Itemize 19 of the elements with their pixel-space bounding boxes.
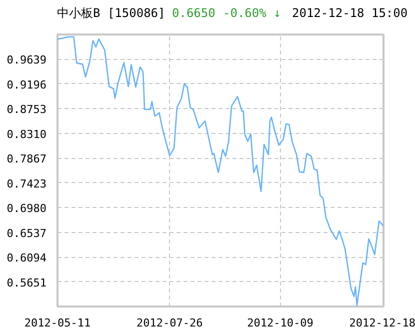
y-tick-label: 0.5651 — [6, 276, 47, 290]
y-tick-label: 0.8310 — [6, 128, 47, 141]
chart-title: 中小板B [150086] — [57, 5, 166, 22]
x-tick-label: 2012-05-11 — [24, 316, 91, 330]
y-tick-label: 0.6537 — [6, 226, 47, 240]
x-tick-label: 2012-10-09 — [247, 316, 314, 330]
text: -0.60% ↓ — [223, 5, 281, 22]
y-tick-label: 0.6980 — [6, 202, 47, 216]
x-tick-label: 2012-12-18 — [349, 316, 415, 330]
y-tick-label: 0.6094 — [6, 252, 47, 265]
y-tick-label: 0.9196 — [6, 78, 47, 92]
text: 0.6650 — [172, 5, 216, 22]
y-tick-label: 0.7423 — [6, 177, 47, 190]
x-tick-label: 2012-07-26 — [136, 316, 203, 330]
y-tick-label: 0.9639 — [6, 54, 47, 67]
y-tick-label: 0.7867 — [6, 152, 47, 166]
line-series — [58, 36, 384, 306]
text: 2012-12-18 15:00 — [292, 5, 408, 22]
y-tick-label: 0.8753 — [6, 103, 47, 116]
